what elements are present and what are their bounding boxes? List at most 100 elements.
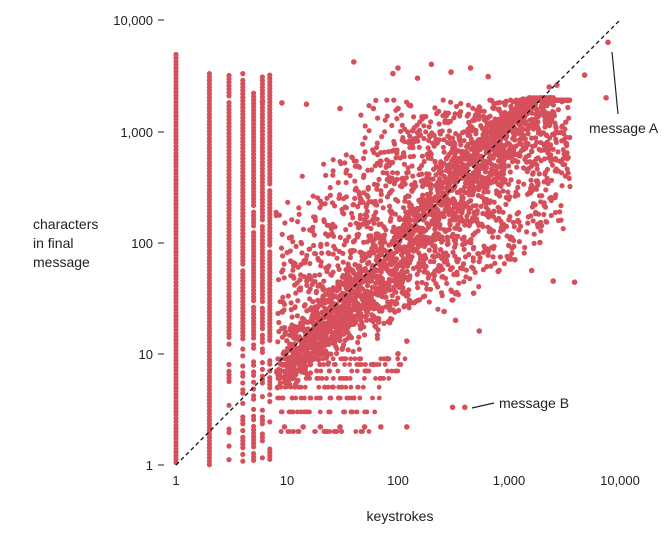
cloud-point — [538, 140, 544, 146]
cloud-point — [555, 149, 561, 155]
cloud-point — [484, 264, 490, 270]
outlier-point — [279, 100, 285, 106]
cloud-point — [470, 159, 477, 165]
cloud-point — [467, 220, 473, 226]
cloud-point — [546, 144, 552, 150]
cloud-point — [307, 307, 313, 313]
cloud-point — [275, 339, 281, 345]
cloud-point — [350, 270, 357, 276]
cloud-point — [564, 166, 570, 172]
cloud-point — [487, 97, 493, 103]
cloud-point — [422, 293, 428, 299]
cloud-point — [382, 117, 388, 123]
cloud-point — [491, 176, 497, 182]
cloud-point — [374, 140, 380, 146]
cloud-point — [525, 131, 531, 137]
cloud-point — [364, 208, 370, 214]
cloud-point — [391, 97, 397, 103]
cloud-point — [362, 216, 368, 222]
y-axis-title-line: message — [33, 254, 90, 270]
cloud-point — [399, 122, 405, 128]
cloud-point — [368, 317, 374, 323]
cloud-point — [397, 155, 403, 161]
cloud-point — [426, 247, 432, 253]
column-point — [259, 394, 265, 400]
cloud-point — [356, 356, 362, 362]
column-point — [251, 396, 257, 402]
outlier-point — [370, 105, 377, 112]
cloud-point — [297, 285, 303, 291]
cloud-point — [536, 193, 543, 199]
cloud-point — [332, 334, 338, 340]
cloud-point — [301, 303, 307, 309]
cloud-point — [388, 255, 394, 261]
outlier-point — [361, 424, 368, 430]
column-point — [259, 349, 265, 355]
column-point — [251, 444, 257, 450]
column-point — [240, 390, 246, 396]
cloud-point — [403, 293, 409, 299]
cloud-point — [376, 176, 382, 182]
cloud-point — [397, 183, 404, 189]
cloud-point — [358, 112, 364, 118]
cloud-point — [296, 205, 302, 211]
cloud-point — [280, 253, 286, 259]
y-tick-label: 10,000 — [113, 13, 153, 28]
cloud-point — [516, 239, 523, 245]
column-point — [251, 406, 257, 412]
plot-area — [173, 19, 621, 468]
cloud-point — [428, 151, 434, 157]
cloud-point — [418, 233, 424, 239]
cloud-point — [322, 300, 328, 306]
cloud-point — [435, 210, 441, 216]
cloud-point — [461, 189, 468, 195]
cloud-point — [431, 277, 437, 283]
cloud-point — [466, 119, 472, 125]
cloud-point — [394, 170, 400, 176]
cloud-point — [444, 234, 450, 240]
cloud-point — [352, 290, 358, 296]
cloud-point — [555, 217, 562, 224]
cloud-point — [315, 304, 321, 310]
cloud-point — [301, 317, 307, 323]
cloud-point — [380, 205, 386, 211]
cloud-point — [496, 106, 502, 112]
cloud-point — [442, 119, 448, 125]
cloud-point — [340, 320, 346, 326]
cloud-point — [428, 119, 434, 125]
cloud-point — [533, 186, 540, 192]
cloud-point — [295, 219, 301, 225]
cloud-point — [401, 139, 408, 145]
cloud-point — [380, 170, 386, 176]
cloud-point — [321, 362, 327, 367]
cloud-point — [485, 199, 491, 205]
column-point — [251, 202, 257, 208]
outlier-point — [506, 217, 512, 223]
cloud-point — [323, 348, 329, 354]
cloud-point — [343, 205, 349, 211]
cloud-point — [501, 160, 507, 166]
cloud-point — [442, 174, 448, 180]
cloud-point — [437, 247, 444, 253]
cloud-point — [464, 213, 470, 219]
y-axis: 1 10 100 1,000 10,000 characters in fina… — [33, 13, 164, 473]
column-point — [251, 335, 257, 341]
cloud-point — [379, 259, 385, 266]
cloud-point — [431, 132, 437, 138]
cloud-point — [426, 299, 432, 305]
cloud-point — [341, 376, 346, 381]
x-tick-label: 10,000 — [600, 473, 640, 488]
cloud-point — [380, 289, 386, 295]
cloud-point — [326, 223, 332, 229]
cloud-point — [300, 322, 306, 328]
cloud-point — [361, 332, 368, 338]
cloud-point — [299, 250, 305, 256]
cloud-point — [439, 239, 445, 245]
cloud-point — [294, 346, 301, 352]
cloud-point — [475, 228, 481, 234]
cloud-point — [561, 97, 567, 103]
cloud-point — [318, 368, 324, 374]
cloud-point — [511, 117, 517, 123]
outlier-point — [300, 424, 307, 430]
cloud-point — [476, 104, 482, 110]
